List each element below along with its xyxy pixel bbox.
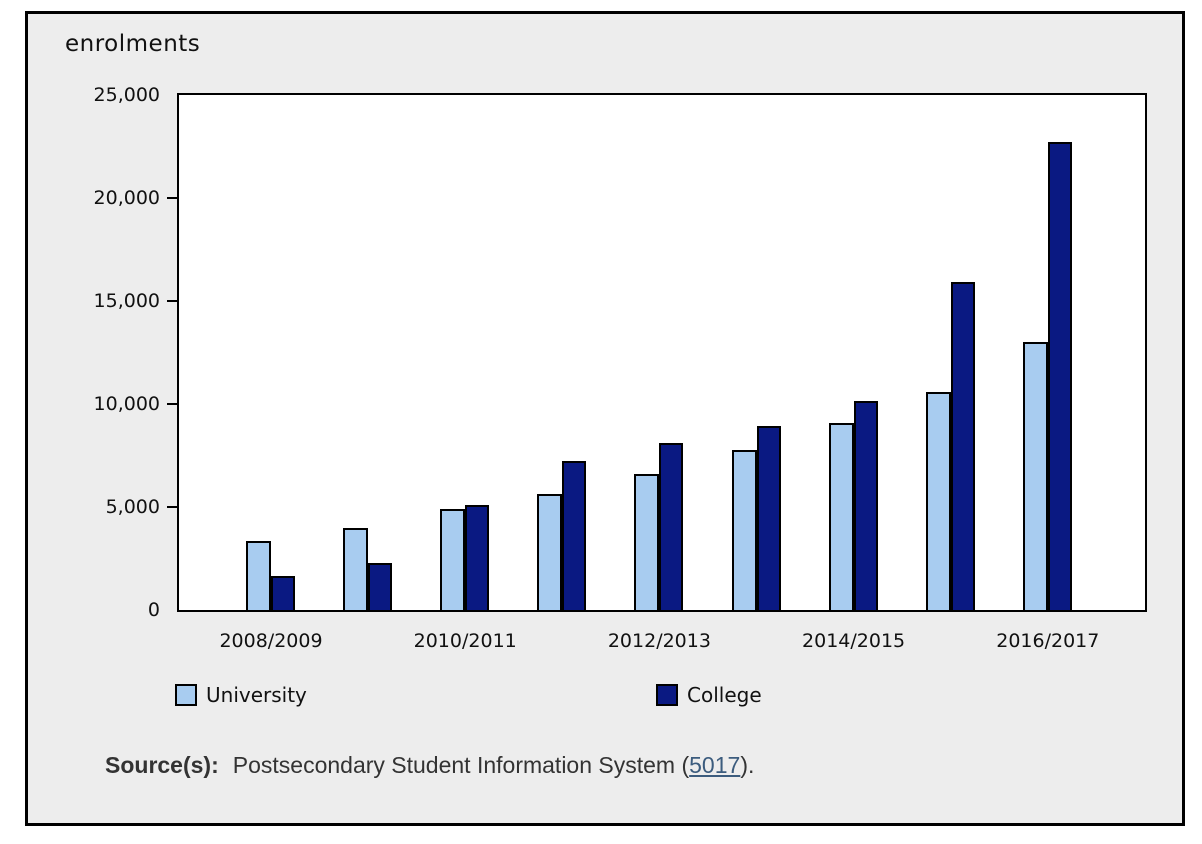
legend-item-college: College xyxy=(656,683,762,707)
y-axis-tick-label: 10,000 xyxy=(93,393,160,415)
bar-college-2009-2010 xyxy=(368,563,393,610)
bar-college-2014-2015 xyxy=(853,401,878,610)
legend-label-college: College xyxy=(687,683,762,707)
y-axis-tick-mark xyxy=(167,506,177,508)
bar-university-2011-2012 xyxy=(537,494,563,610)
figure-frame: enrolments 25,000 20,000 15,000 10,000 5,000… xyxy=(25,11,1185,826)
legend-swatch-university xyxy=(175,684,197,706)
bar-college-2015-2016 xyxy=(950,282,975,610)
y-axis-tick-label: 25,000 xyxy=(93,84,160,106)
bar-college-2011-2012 xyxy=(562,461,587,610)
x-axis-label: 2010/2011 xyxy=(413,630,517,652)
y-axis-tick-label: 20,000 xyxy=(93,187,160,209)
bar-college-2013-2014 xyxy=(756,426,781,610)
bar-university-2013-2014 xyxy=(731,450,757,610)
bar-university-2014-2015 xyxy=(828,423,854,610)
source-prefix: Source(s): xyxy=(105,752,219,778)
bar-college-2008-2009 xyxy=(271,576,295,610)
y-axis-tick-mark xyxy=(167,300,177,302)
y-axis-tick-mark xyxy=(167,197,177,199)
y-axis-tick-label: 15,000 xyxy=(93,290,160,312)
bar-university-2009-2010 xyxy=(343,528,369,610)
x-axis-label: 2012/2013 xyxy=(607,630,711,652)
x-axis-label: 2016/2017 xyxy=(996,630,1100,652)
chart-title: enrolments xyxy=(65,31,201,57)
x-axis-label: 2014/2015 xyxy=(802,630,906,652)
bar-college-2016-2017 xyxy=(1047,142,1072,610)
legend-swatch-college xyxy=(656,684,678,706)
x-axis-label: 2008/2009 xyxy=(219,630,323,652)
bar-college-2010-2011 xyxy=(465,505,490,610)
y-axis-tick-label: 5,000 xyxy=(105,496,160,518)
bar-university-2015-2016 xyxy=(925,392,951,610)
source-text: Postsecondary Student Information System… xyxy=(232,752,690,778)
source-suffix: ). xyxy=(740,752,755,778)
bar-university-2012-2013 xyxy=(634,474,660,610)
legend-item-university: University xyxy=(175,683,307,707)
bar-university-2016-2017 xyxy=(1022,342,1048,610)
y-axis-tick-label: 0 xyxy=(147,599,160,621)
source-survey-link[interactable]: 5017 xyxy=(689,752,741,778)
source-line: Source(s): Postsecondary Student Informat… xyxy=(105,752,754,779)
plot-area xyxy=(177,93,1147,612)
y-axis-tick-mark xyxy=(167,403,177,405)
bar-university-2010-2011 xyxy=(440,509,466,610)
bar-university-2008-2009 xyxy=(246,541,271,610)
bar-college-2012-2013 xyxy=(659,443,684,610)
legend-label-university: University xyxy=(206,683,307,707)
